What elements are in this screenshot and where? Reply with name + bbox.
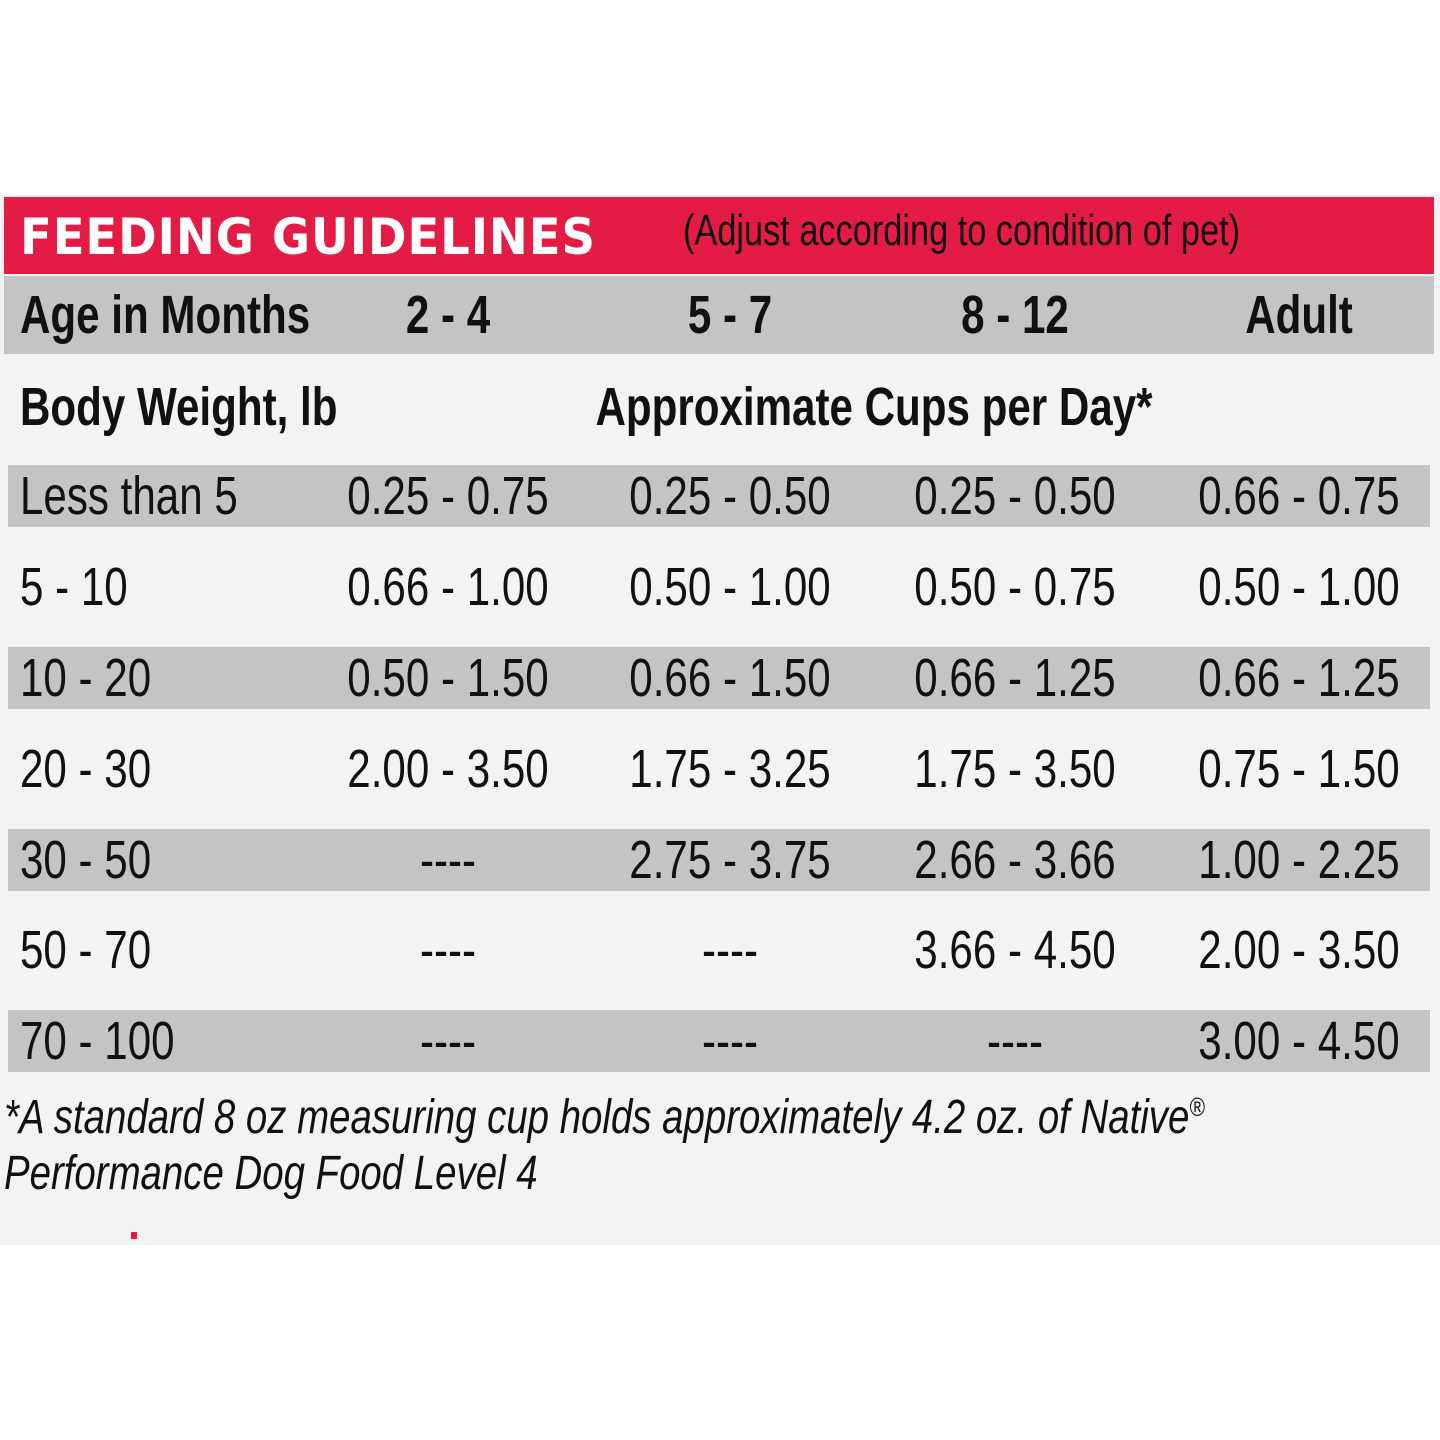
cups-cell: 0.66 - 0.75 xyxy=(1198,466,1400,526)
cups-cell: ---- xyxy=(419,920,477,980)
cups-cell: ---- xyxy=(419,830,477,890)
age-column-header: Adult xyxy=(1245,285,1353,345)
cups-cell: 3.66 - 4.50 xyxy=(914,920,1116,980)
cups-cell: 0.66 - 1.50 xyxy=(629,648,831,708)
body-weight-label: Body Weight, lb xyxy=(20,377,338,437)
cups-cell: 0.50 - 1.50 xyxy=(347,648,549,708)
table-row: Less than 5 0.25 - 0.75 0.25 - 0.50 0.25 - … xyxy=(8,465,1430,527)
weight-cell: 20 - 30 xyxy=(20,739,152,799)
cups-cell: 1.00 - 2.25 xyxy=(1198,830,1400,890)
weight-cell: Less than 5 xyxy=(20,466,238,526)
registered-mark: ® xyxy=(1189,1092,1205,1122)
cups-cell: 0.50 - 1.00 xyxy=(1198,557,1400,617)
footnote-line-1: *A standard 8 oz measuring cup holds app… xyxy=(4,1090,1205,1145)
age-header-row: Age in Months 2 - 4 5 - 7 8 - 12 Adult xyxy=(4,276,1434,354)
cups-cell: 0.75 - 1.50 xyxy=(1198,739,1400,799)
age-column-header: 2 - 4 xyxy=(405,285,491,345)
cups-cell: 0.25 - 0.75 xyxy=(347,466,549,526)
subheader-row: Body Weight, lb Approximate Cups per Day… xyxy=(8,376,1430,438)
age-column-header: 5 - 7 xyxy=(687,285,773,345)
weight-cell: 70 - 100 xyxy=(20,1011,175,1071)
cups-cell: 0.50 - 0.75 xyxy=(914,557,1116,617)
table-row: 20 - 30 2.00 - 3.50 1.75 - 3.25 1.75 - 3.50… xyxy=(8,738,1430,800)
cups-per-day-heading: Approximate Cups per Day* xyxy=(595,377,1153,437)
table-row: 30 - 50 ---- 2.75 - 3.75 2.66 - 3.66 1.00 - … xyxy=(8,829,1430,891)
cups-cell: ---- xyxy=(701,920,759,980)
footnote-text: *A standard 8 oz measuring cup holds app… xyxy=(4,1091,1190,1144)
cups-cell: ---- xyxy=(986,1011,1044,1071)
cups-cell: 3.00 - 4.50 xyxy=(1198,1011,1400,1071)
age-label: Age in Months xyxy=(20,285,311,345)
cups-cell: 2.75 - 3.75 xyxy=(629,830,831,890)
accent-mark xyxy=(131,1232,137,1239)
footnote-line-2: Performance Dog Food Level 4 xyxy=(4,1147,538,1200)
cups-cell: 2.00 - 3.50 xyxy=(1198,920,1400,980)
cups-cell: ---- xyxy=(701,1011,759,1071)
cups-cell: 1.75 - 3.50 xyxy=(914,739,1116,799)
table-row: 70 - 100 ---- ---- ---- 3.00 - 4.50 xyxy=(8,1010,1430,1072)
cups-cell: 0.25 - 0.50 xyxy=(629,466,831,526)
table-row: 10 - 20 0.50 - 1.50 0.66 - 1.50 0.66 - 1.25… xyxy=(8,647,1430,709)
title-bar xyxy=(4,197,1434,274)
weight-cell: 10 - 20 xyxy=(20,648,152,708)
age-column-header: 8 - 12 xyxy=(961,285,1069,345)
cups-cell: 0.66 - 1.00 xyxy=(347,557,549,617)
subtitle: (Adjust according to condition of pet) xyxy=(683,206,1241,255)
title: FEEDING GUIDELINES xyxy=(20,208,596,266)
cups-cell: ---- xyxy=(419,1011,477,1071)
cups-cell: 0.25 - 0.50 xyxy=(914,466,1116,526)
weight-cell: 30 - 50 xyxy=(20,830,152,890)
cups-cell: 0.66 - 1.25 xyxy=(914,648,1116,708)
table-row: 50 - 70 ---- ---- 3.66 - 4.50 2.00 - 3.50 xyxy=(8,919,1430,981)
table-row: 5 - 10 0.66 - 1.00 0.50 - 1.00 0.50 - 0.75 0… xyxy=(8,556,1430,618)
weight-cell: 5 - 10 xyxy=(20,557,128,617)
weight-cell: 50 - 70 xyxy=(20,920,152,980)
cups-cell: 1.75 - 3.25 xyxy=(629,739,831,799)
cups-cell: 0.66 - 1.25 xyxy=(1198,648,1400,708)
cups-cell: 2.00 - 3.50 xyxy=(347,739,549,799)
cups-cell: 2.66 - 3.66 xyxy=(914,830,1116,890)
cups-cell: 0.50 - 1.00 xyxy=(629,557,831,617)
